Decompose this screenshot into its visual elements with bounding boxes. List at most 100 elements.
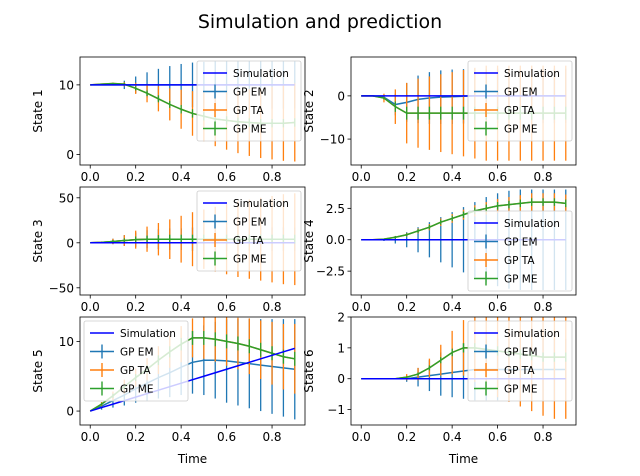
x-tick-label: 0.2: [126, 170, 145, 184]
y-axis-label: State 6: [302, 349, 316, 392]
y-tick-label: 0: [66, 148, 74, 162]
legend-label: GP EM: [233, 217, 267, 229]
legend-item: GP EM: [203, 214, 267, 229]
legend-item: GP ME: [90, 381, 154, 396]
legend-label: GP TA: [233, 235, 264, 247]
legend-box: [196, 190, 302, 272]
x-tick-label: 0.8: [262, 300, 281, 314]
legend-item: Simulation: [474, 218, 560, 230]
x-tick-label: 0.8: [533, 300, 552, 314]
legend-item: GP EM: [90, 344, 154, 359]
legend-label: GP ME: [233, 124, 267, 136]
legend: Simulation GP EM GP TA GP ME: [467, 320, 573, 402]
axes-frame: [79, 186, 306, 296]
y-axis-label: State 4: [302, 219, 316, 262]
x-tick-label: 0.4: [443, 300, 462, 314]
x-tick-label: 0.8: [533, 170, 552, 184]
legend: Simulation GP EM GP TA GP ME: [196, 60, 302, 142]
legend-label: GP TA: [504, 365, 535, 377]
x-tick-label: 0.6: [488, 170, 507, 184]
x-tick-label: 0.0: [81, 300, 100, 314]
legend-item: Simulation: [474, 68, 560, 80]
y-tick-label: 1: [337, 341, 345, 355]
legend: Simulation GP EM GP TA GP ME: [467, 60, 573, 142]
x-tick-label: 0.8: [262, 170, 281, 184]
y-axis-label: State 1: [31, 89, 45, 132]
x-tick-label: 0.8: [262, 430, 281, 444]
y-tick-label: 10: [59, 78, 74, 92]
y-axis-label: State 2: [302, 89, 316, 132]
axes-frame: [350, 316, 577, 426]
x-tick-label: 0.4: [172, 300, 191, 314]
y-tick-label: −2.5: [316, 265, 345, 279]
legend-label: GP ME: [504, 124, 538, 136]
x-tick-label: 0.2: [397, 170, 416, 184]
x-tick-label: 0.6: [217, 430, 236, 444]
legend-item: GP TA: [90, 363, 151, 377]
y-tick-label: 0: [66, 405, 74, 419]
y-tick-label: −50: [49, 281, 74, 295]
x-tick-label: 0.0: [352, 430, 371, 444]
legend-item: GP EM: [474, 84, 538, 99]
x-tick-label: 0.4: [443, 170, 462, 184]
subplot-3: 0.0 0.2 0.4 0.6 0.8 −50 0 50 State 3 Simulation GP…: [31, 186, 306, 314]
y-tick-label: 2: [337, 311, 345, 325]
legend-label: GP EM: [120, 347, 154, 359]
x-tick-label: 0.0: [352, 170, 371, 184]
y-tick-label: 50: [59, 191, 74, 205]
legend-label: GP TA: [233, 105, 264, 117]
legend-item: GP ME: [474, 271, 538, 286]
legend-item: GP ME: [203, 121, 267, 136]
legend-label: GP ME: [120, 384, 154, 396]
x-axis-label: Time: [448, 452, 478, 466]
x-tick-label: 0.2: [126, 300, 145, 314]
axes-frame: [350, 56, 577, 166]
legend-label: GP EM: [504, 237, 538, 249]
legend-label: GP TA: [120, 365, 151, 377]
legend-label: GP ME: [504, 274, 538, 286]
x-tick-label: 0.8: [533, 430, 552, 444]
x-tick-label: 0.2: [397, 300, 416, 314]
legend-label: Simulation: [504, 218, 560, 230]
legend-label: GP EM: [504, 87, 538, 99]
legend-label: GP ME: [233, 254, 267, 266]
axes-frame: [79, 56, 306, 166]
legend-item: GP TA: [203, 103, 264, 117]
x-tick-label: 0.6: [217, 300, 236, 314]
x-tick-label: 0.4: [172, 170, 191, 184]
legend-box: [467, 210, 573, 292]
subplot-5: 0.0 0.2 0.4 0.6 0.8 0 10 State 5 Time Simulation G…: [31, 316, 306, 466]
x-tick-label: 0.4: [443, 430, 462, 444]
y-tick-label: −1: [327, 403, 345, 417]
x-tick-label: 0.6: [217, 170, 236, 184]
legend: Simulation GP EM GP TA GP ME: [467, 210, 573, 292]
legend-label: Simulation: [233, 68, 289, 80]
y-tick-label: 0: [337, 372, 345, 386]
legend-item: GP TA: [203, 233, 264, 247]
axes-frame: [79, 316, 306, 426]
legend-item: GP ME: [474, 121, 538, 136]
legend: Simulation GP EM GP TA GP ME: [83, 320, 189, 402]
legend-item: GP TA: [474, 253, 535, 267]
y-tick-label: 0: [337, 89, 345, 103]
x-tick-label: 0.0: [81, 430, 100, 444]
y-tick-label: 2.5: [326, 202, 345, 216]
x-tick-label: 0.6: [488, 300, 507, 314]
legend-label: Simulation: [504, 68, 560, 80]
axes-frame: [350, 186, 577, 296]
legend-label: GP TA: [504, 255, 535, 267]
legend-box: [467, 60, 573, 142]
legend-item: GP EM: [474, 234, 538, 249]
legend-label: Simulation: [233, 198, 289, 210]
y-axis-label: State 3: [31, 219, 45, 262]
legend-item: GP TA: [474, 103, 535, 117]
figure-title: Simulation and prediction: [198, 11, 442, 33]
legend-item: Simulation: [90, 328, 176, 340]
legend-item: GP ME: [474, 381, 538, 396]
legend-label: GP EM: [504, 347, 538, 359]
y-tick-label: −10: [320, 133, 345, 147]
legend-item: GP ME: [203, 251, 267, 266]
legend-label: Simulation: [504, 328, 560, 340]
x-tick-label: 0.6: [488, 430, 507, 444]
legend-label: GP ME: [504, 384, 538, 396]
